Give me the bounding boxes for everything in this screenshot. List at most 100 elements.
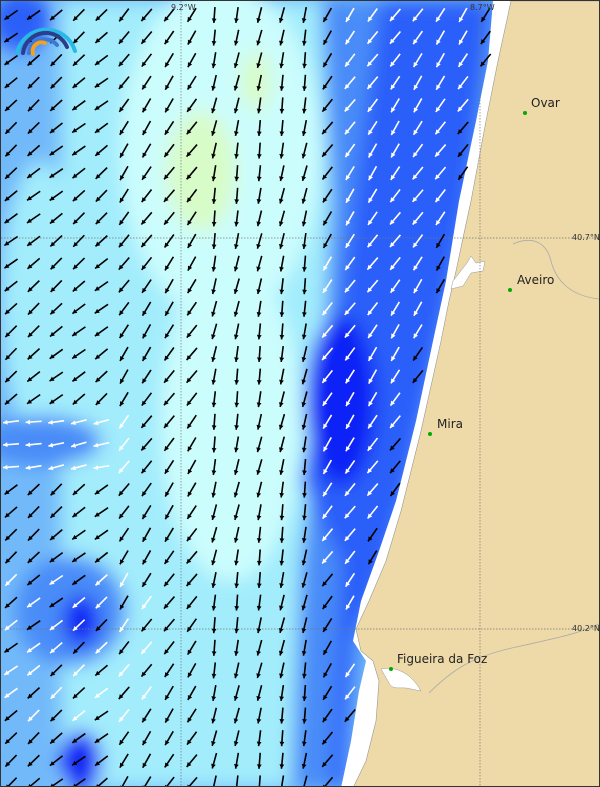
wind-arrow: [389, 460, 401, 474]
wind-arrow: [234, 165, 240, 182]
wind-arrow: [412, 30, 424, 45]
wind-arrow: [458, 30, 468, 45]
wind-arrow: [367, 143, 378, 158]
wind-arrow: [256, 119, 262, 137]
place-label-figueira-da-foz[interactable]: Figueira da Foz: [397, 652, 488, 666]
wind-arrow: [278, 7, 286, 23]
wind-arrow: [412, 346, 424, 362]
wind-arrow: [49, 551, 64, 563]
wind-arrow: [233, 255, 240, 272]
wind-arrow: [4, 709, 18, 722]
wind-arrow: [186, 166, 198, 180]
wind-arrow: [119, 550, 129, 565]
wind-arrow: [434, 188, 446, 203]
wind-arrow: [94, 54, 109, 66]
wind-arrow: [233, 119, 240, 137]
land: [353, 1, 599, 786]
wind-arrow: [186, 324, 198, 339]
wind-arrow: [3, 32, 19, 43]
wind-arrow: [4, 9, 18, 21]
wind-arrow: [413, 301, 423, 317]
place-label-aveiro[interactable]: Aveiro: [517, 273, 555, 287]
wind-arrow: [26, 642, 41, 654]
wind-arrow: [234, 617, 240, 634]
wind-arrow: [256, 345, 262, 363]
place-label-mira[interactable]: Mira: [437, 417, 463, 431]
wind-arrow: [164, 120, 175, 136]
wind-arrow: [186, 414, 197, 429]
wind-arrow: [366, 30, 379, 45]
wind-arrow: [211, 120, 218, 136]
wind-arrow: [233, 730, 240, 747]
wind-arrow: [186, 301, 197, 316]
wind-arrow: [95, 189, 108, 203]
wind-arrow: [211, 165, 217, 182]
wind-arrow: [457, 98, 469, 113]
wind-arrow: [70, 464, 87, 471]
wind-arrow: [187, 52, 197, 68]
wind-arrow: [118, 234, 130, 248]
wind-arrow: [368, 165, 378, 181]
wind-arrow: [344, 663, 356, 678]
wind-arrow: [186, 98, 198, 113]
wind-arrow: [2, 464, 20, 470]
wind-arrow: [322, 505, 333, 520]
wind-arrow: [234, 391, 240, 408]
wind-arrow: [164, 459, 175, 475]
wind-arrow: [389, 31, 402, 45]
wind-arrow: [321, 144, 334, 158]
wind-arrow: [72, 664, 85, 677]
wind-arrow: [49, 506, 63, 519]
wind-arrow: [187, 663, 197, 678]
wind-arrow: [390, 369, 401, 384]
wind-arrow: [164, 256, 175, 271]
wind-arrow: [27, 754, 40, 767]
wind-arrow: [119, 391, 129, 407]
wind-arrow: [118, 8, 130, 22]
wind-arrow: [119, 165, 129, 181]
wind-arrow: [233, 481, 240, 498]
wind-arrow: [27, 505, 40, 519]
wind-arrow: [71, 122, 86, 134]
coastal-gap: [341, 1, 511, 786]
wind-arrow: [49, 755, 64, 767]
wind-arrow: [411, 189, 424, 203]
wind-arrow: [141, 527, 152, 543]
wind-arrow: [344, 324, 356, 339]
place-label-ovar[interactable]: Ovar: [531, 96, 560, 110]
wind-arrow: [301, 119, 308, 137]
wind-arrow: [233, 323, 240, 340]
longitude-label: 9.2°W: [171, 3, 196, 12]
wind-arrow: [344, 121, 356, 135]
wind-arrow: [26, 213, 41, 224]
wind-arrow: [71, 552, 86, 563]
wind-arrow: [49, 619, 64, 631]
wind-arrow: [301, 346, 308, 362]
wind-arrow: [302, 707, 307, 724]
wind-arrow: [140, 211, 153, 225]
wind-arrow: [141, 143, 152, 158]
wind-arrow: [140, 460, 153, 474]
wind-arrow: [344, 30, 356, 45]
wind-arrow: [234, 549, 240, 566]
wind-arrow: [279, 74, 285, 91]
place-marker: [428, 432, 432, 436]
wind-arrow: [186, 392, 198, 407]
latitude-label: 40.7°N: [572, 233, 600, 242]
wind-arrow: [233, 300, 240, 317]
wind-arrow: [94, 100, 109, 111]
wind-arrow: [26, 190, 41, 201]
wind-arrow: [457, 166, 469, 181]
wind-arrow: [186, 121, 198, 135]
wind-arrow: [279, 165, 285, 182]
wind-arrow: [72, 234, 85, 248]
wind-arrow: [4, 99, 18, 112]
wind-arrow: [4, 325, 18, 338]
wind-arrow: [256, 391, 262, 408]
wind-arrow: [4, 393, 18, 406]
wind-arrow: [322, 776, 334, 786]
wind-arrow: [233, 278, 240, 295]
wind-arrow: [50, 257, 63, 270]
wind-arrow: [4, 506, 18, 519]
